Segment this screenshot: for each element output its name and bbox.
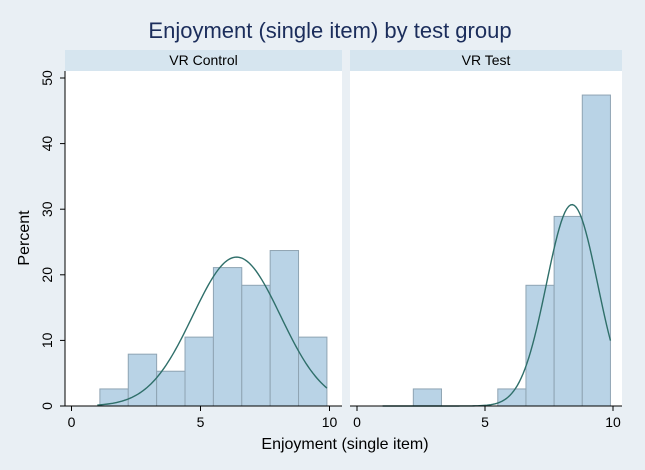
histogram-bar (127, 353, 158, 407)
y-tick-label: 0 (39, 402, 55, 410)
y-tick-label: 50 (39, 70, 55, 86)
y-axis-label: Percent (16, 210, 33, 266)
panel-label: VR Control (169, 52, 237, 68)
histogram-bar (241, 284, 271, 407)
normal-density-curve (97, 256, 328, 406)
panel-1: VR Control 0 5 10 (65, 50, 342, 430)
histogram-bar (212, 267, 243, 407)
y-tick-label: 20 (39, 267, 55, 283)
panel-2: VR Test 0 5 10 (350, 50, 622, 430)
panel-header (350, 50, 622, 71)
histogram-bar (298, 336, 328, 407)
x-tick-label: 10 (322, 414, 338, 430)
histogram-bar (269, 250, 300, 407)
histogram-bar (156, 370, 186, 407)
histogram-bar (525, 284, 555, 407)
histogram-bar (497, 388, 527, 407)
panel-header (65, 50, 342, 71)
panel-label: VR Test (462, 52, 511, 68)
chart-title: Enjoyment (single item) by test group (148, 18, 511, 43)
histogram-bar (581, 94, 611, 407)
y-tick-label: 10 (39, 332, 55, 348)
x-axis-label: Enjoyment (single item) (261, 436, 428, 453)
histogram-bar (553, 215, 583, 407)
x-tick-label: 0 (68, 414, 76, 430)
x-tick-label: 5 (197, 414, 205, 430)
histogram-bar (412, 388, 442, 407)
x-tick-label: 5 (481, 414, 489, 430)
histogram-bar (184, 336, 214, 407)
y-tick-label: 40 (39, 136, 55, 152)
y-tick-label: 30 (39, 201, 55, 217)
x-tick-label: 0 (353, 414, 361, 430)
x-tick-label: 10 (605, 414, 621, 430)
